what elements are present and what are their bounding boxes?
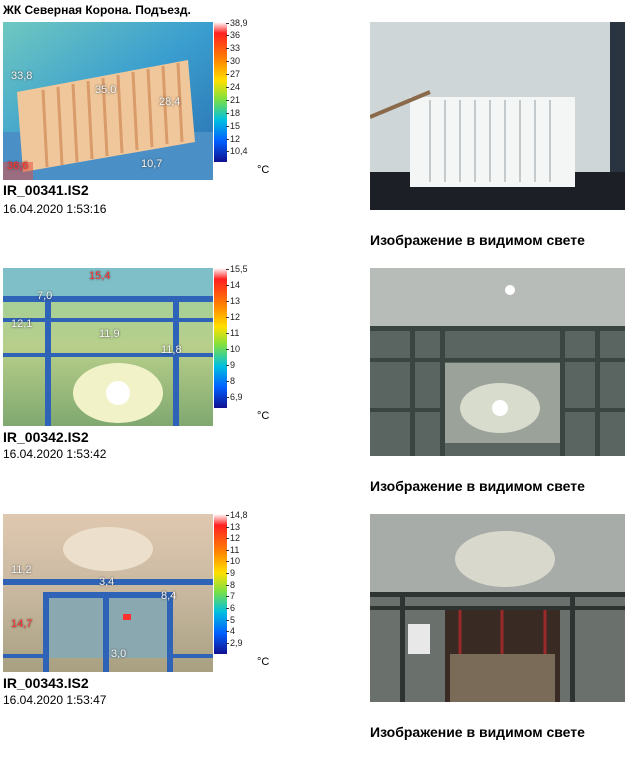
file-name: IR_00343.IS2 [3, 675, 89, 691]
temperature-label: 3,0 [111, 648, 127, 660]
thermal-image: 33,8 35,0 28,4 10,7 36,6 [3, 22, 213, 180]
visible-light-photo [370, 514, 625, 702]
temperature-label: 36,6 [7, 160, 29, 172]
photo-caption: Изображение в видимом свете [370, 232, 585, 248]
temperature-label: 33,8 [11, 70, 33, 82]
unit-label: °C [257, 656, 270, 668]
temperature-label: 11,2 [11, 564, 32, 576]
temperature-label: 12,1 [11, 318, 33, 330]
temperature-label: 35,0 [95, 84, 117, 96]
color-scale-bar [214, 22, 227, 162]
thermal-record-2: 7,0 12,1 11,9 11,8 15,4 15,5 14 13 12 11… [0, 264, 628, 513]
file-date: 16.04.2020 1:53:47 [3, 693, 107, 707]
temperature-label: 28,4 [159, 96, 181, 108]
temperature-label: 11,8 [161, 344, 182, 356]
temperature-label: 15,4 [89, 270, 111, 282]
temperature-label: 11,9 [99, 328, 120, 340]
temperature-scale: 14,8 13 12 11 10 9 8 7 6 5 4 2,9 [225, 510, 248, 648]
visible-light-photo [370, 22, 625, 210]
file-name: IR_00341.IS2 [3, 182, 89, 198]
thermal-image: 11,2 3,4 8,4 3,0 14,7 [3, 514, 213, 672]
temperature-label: 3,4 [99, 576, 115, 588]
thermal-record-3: 11,2 3,4 8,4 3,0 14,7 14,8 13 12 11 10 9… [0, 510, 628, 759]
color-scale-bar [214, 268, 227, 408]
temperature-label: 14,7 [11, 618, 33, 630]
thermal-record-1: 33,8 35,0 28,4 10,7 36,6 38,9 36 33 30 2… [0, 18, 628, 267]
photo-caption: Изображение в видимом свете [370, 724, 585, 740]
temperature-scale: 15,5 14 13 12 11 10 9 8 6,9 [225, 264, 248, 402]
temperature-scale: 38,9 36 33 30 27 24 21 18 15 12 10,4 [225, 18, 248, 156]
temperature-label: 8,4 [161, 590, 177, 602]
document-title: ЖК Северная Корона. Подъезд. [3, 3, 191, 17]
file-name: IR_00342.IS2 [3, 429, 89, 445]
unit-label: °C [257, 164, 270, 176]
temperature-label: 10,7 [141, 158, 163, 170]
file-date: 16.04.2020 1:53:16 [3, 202, 107, 216]
photo-caption: Изображение в видимом свете [370, 478, 585, 494]
unit-label: °C [257, 410, 270, 422]
visible-light-photo [370, 268, 625, 456]
color-scale-bar [214, 514, 227, 654]
file-date: 16.04.2020 1:53:42 [3, 447, 107, 461]
thermal-image: 7,0 12,1 11,9 11,8 15,4 [3, 268, 213, 426]
temperature-label: 7,0 [37, 290, 53, 302]
